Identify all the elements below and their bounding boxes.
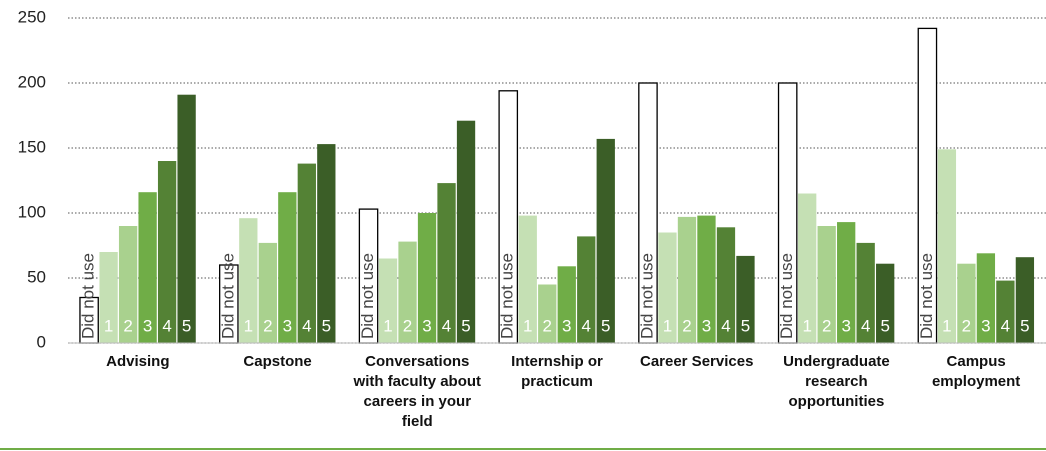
- bar-label: 4: [302, 316, 311, 335]
- bar-label: 3: [283, 316, 292, 335]
- bar-label: 5: [461, 316, 470, 335]
- bar-label: 4: [162, 316, 171, 335]
- bar: [99, 252, 118, 343]
- bar: [577, 236, 596, 343]
- bar-label: 4: [861, 316, 870, 335]
- bar-label: 2: [403, 316, 412, 335]
- bar: [317, 144, 336, 343]
- bar-label: 1: [663, 316, 672, 335]
- bar: [258, 242, 277, 343]
- bar: [716, 227, 736, 343]
- x-tick-label: Career Services: [640, 353, 753, 370]
- bar-label: 5: [1020, 316, 1029, 335]
- bar: [677, 216, 697, 343]
- y-tick-label: 0: [37, 332, 46, 351]
- bar-label: 1: [523, 316, 532, 335]
- y-tick-label: 150: [18, 137, 46, 156]
- bar: [817, 226, 836, 343]
- bar: [278, 192, 297, 343]
- bar-label: 5: [741, 316, 750, 335]
- bar-label: 2: [962, 316, 971, 335]
- bar-label: 4: [582, 316, 591, 335]
- bar: [297, 163, 316, 343]
- bar: [518, 215, 537, 343]
- bar: [856, 242, 875, 343]
- x-tick-label: Campus employment: [932, 353, 1020, 390]
- bar: [798, 193, 817, 343]
- bar: [596, 138, 615, 343]
- bar: [437, 183, 456, 343]
- x-tick-label: Internship or practicum: [511, 353, 603, 390]
- bar: [736, 255, 755, 343]
- bar-label: 3: [841, 316, 850, 335]
- bar: [1015, 257, 1035, 343]
- y-tick-label: 50: [27, 267, 46, 286]
- bar: [177, 94, 196, 343]
- bar: [138, 192, 157, 343]
- bar: [538, 284, 557, 343]
- bar-label: Did not use: [79, 253, 98, 339]
- bar: [957, 263, 976, 343]
- bar-label: Did not use: [218, 253, 237, 339]
- bar-label: 5: [182, 316, 191, 335]
- x-tick-label: Capstone: [243, 353, 311, 370]
- bar-label: 1: [104, 316, 113, 335]
- bar-label: Did not use: [358, 253, 377, 339]
- bar: [658, 232, 677, 343]
- bar-label: 5: [880, 316, 889, 335]
- bar-label: 3: [422, 316, 431, 335]
- bar-label: Did not use: [498, 253, 517, 339]
- bar: [239, 218, 258, 343]
- bar: [157, 161, 177, 343]
- y-tick-label: 100: [18, 202, 46, 221]
- bar-label: 1: [802, 316, 811, 335]
- bar: [996, 280, 1015, 343]
- bar: [876, 263, 895, 343]
- bar: [118, 226, 138, 343]
- bar-label: 3: [562, 316, 571, 335]
- bar-label: 2: [682, 316, 691, 335]
- y-tick-label: 200: [18, 72, 46, 91]
- bar: [456, 120, 476, 343]
- y-tick-label: 250: [18, 7, 46, 26]
- x-tick-label: Conversations with faculty about careers i…: [353, 353, 482, 430]
- bar: [378, 258, 398, 343]
- bar: [837, 222, 856, 343]
- bar: [976, 253, 996, 343]
- bar: [937, 149, 957, 343]
- bar-label: Did not use: [917, 253, 936, 339]
- bar-label: 4: [721, 316, 730, 335]
- bar-label: 4: [1001, 316, 1010, 335]
- bar-label: 4: [442, 316, 451, 335]
- bar-label: Did not use: [777, 253, 796, 339]
- x-tick-label: Undergraduate research opportunities: [783, 353, 890, 410]
- bar-label: Did not use: [637, 253, 656, 339]
- bar-label: 3: [702, 316, 711, 335]
- bar-label: 2: [263, 316, 272, 335]
- bar-label: 1: [383, 316, 392, 335]
- bar: [697, 215, 716, 343]
- bar: [417, 213, 437, 343]
- bar-label: 5: [601, 316, 610, 335]
- bar-label: 1: [942, 316, 951, 335]
- bar: [398, 241, 417, 343]
- bar-label: 2: [543, 316, 552, 335]
- bar-label: 5: [322, 316, 331, 335]
- bar-label: 3: [981, 316, 990, 335]
- bar-label: 3: [143, 316, 152, 335]
- bar-label: 2: [822, 316, 831, 335]
- bar: [557, 266, 576, 343]
- x-tick-label: Advising: [106, 353, 169, 370]
- bar-label: 2: [123, 316, 132, 335]
- bar-label: 1: [244, 316, 253, 335]
